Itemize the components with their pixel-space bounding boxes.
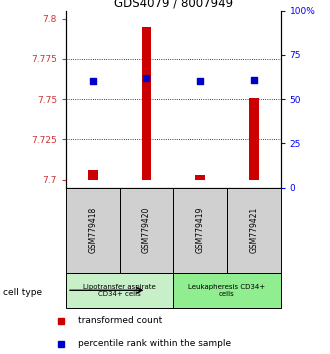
Point: [144, 75, 149, 81]
Bar: [249, 97, 258, 179]
FancyBboxPatch shape: [66, 273, 173, 308]
Text: transformed count: transformed count: [78, 316, 162, 325]
Bar: [142, 27, 151, 179]
Point: [197, 79, 203, 84]
FancyBboxPatch shape: [227, 188, 280, 273]
Point: [251, 77, 256, 82]
Text: GSM779418: GSM779418: [88, 207, 97, 253]
FancyBboxPatch shape: [173, 188, 227, 273]
FancyBboxPatch shape: [119, 188, 173, 273]
Text: Lipotransfer aspirate
CD34+ cells: Lipotransfer aspirate CD34+ cells: [83, 284, 156, 297]
Text: Leukapheresis CD34+
cells: Leukapheresis CD34+ cells: [188, 284, 265, 297]
Text: GSM779421: GSM779421: [249, 207, 258, 253]
FancyBboxPatch shape: [66, 188, 119, 273]
Title: GDS4079 / 8007949: GDS4079 / 8007949: [114, 0, 233, 10]
Point: [90, 79, 95, 84]
Text: GSM779419: GSM779419: [196, 207, 205, 253]
Bar: [195, 175, 205, 179]
FancyBboxPatch shape: [173, 273, 280, 308]
Bar: [88, 170, 98, 179]
Text: percentile rank within the sample: percentile rank within the sample: [78, 339, 231, 348]
Text: cell type: cell type: [3, 287, 43, 297]
Text: GSM779420: GSM779420: [142, 207, 151, 253]
